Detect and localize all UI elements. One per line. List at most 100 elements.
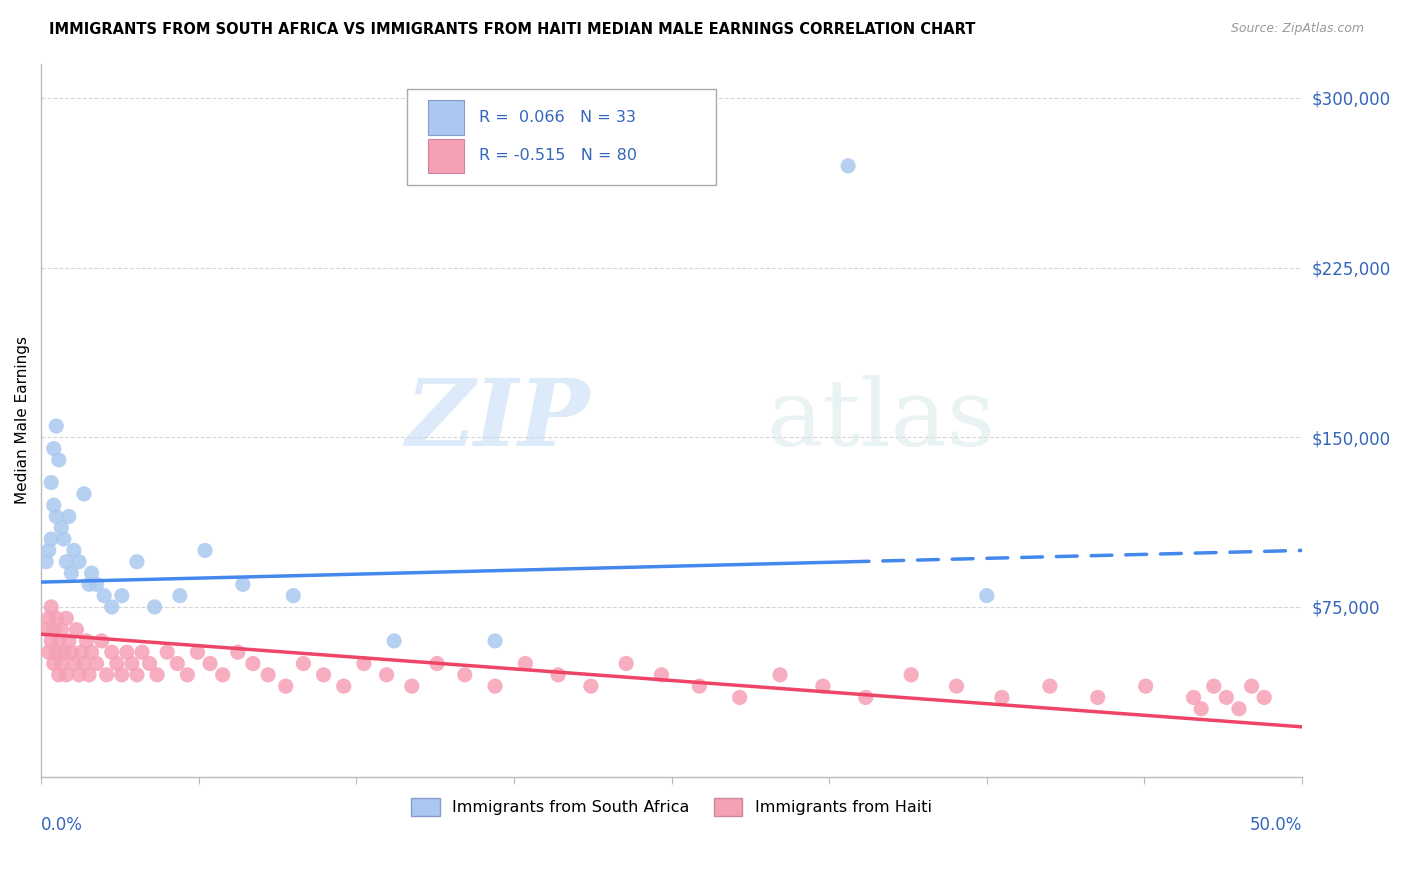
Point bbox=[855, 690, 877, 705]
Point bbox=[1253, 690, 1275, 705]
Point bbox=[547, 668, 569, 682]
Point bbox=[63, 543, 86, 558]
Point bbox=[48, 453, 70, 467]
Point bbox=[48, 668, 70, 682]
Text: Source: ZipAtlas.com: Source: ZipAtlas.com bbox=[1230, 22, 1364, 36]
Point bbox=[1039, 679, 1062, 693]
Point bbox=[52, 532, 75, 546]
Point bbox=[77, 668, 100, 682]
Point bbox=[60, 645, 83, 659]
Point bbox=[614, 657, 637, 671]
Point bbox=[45, 419, 67, 434]
Point bbox=[900, 668, 922, 682]
Point bbox=[55, 555, 77, 569]
Point bbox=[42, 623, 65, 637]
Point bbox=[52, 645, 75, 659]
Point bbox=[48, 633, 70, 648]
Point bbox=[39, 532, 62, 546]
Point bbox=[138, 657, 160, 671]
Point bbox=[65, 623, 87, 637]
Point bbox=[194, 543, 217, 558]
Point bbox=[39, 633, 62, 648]
Point bbox=[63, 657, 86, 671]
Point bbox=[579, 679, 602, 693]
Point bbox=[375, 668, 398, 682]
Point bbox=[125, 555, 148, 569]
Point bbox=[121, 657, 143, 671]
Point bbox=[67, 668, 90, 682]
Point bbox=[55, 611, 77, 625]
Point bbox=[1227, 702, 1250, 716]
Point bbox=[58, 633, 80, 648]
Point bbox=[401, 679, 423, 693]
Legend: Immigrants from South Africa, Immigrants from Haiti: Immigrants from South Africa, Immigrants… bbox=[405, 792, 939, 822]
Point bbox=[45, 611, 67, 625]
Point bbox=[811, 679, 834, 693]
Text: R =  0.066   N = 33: R = 0.066 N = 33 bbox=[478, 110, 636, 125]
Point bbox=[55, 668, 77, 682]
Point bbox=[38, 543, 60, 558]
Point bbox=[242, 657, 264, 671]
Point bbox=[728, 690, 751, 705]
Point bbox=[35, 623, 58, 637]
Point bbox=[42, 657, 65, 671]
Text: IMMIGRANTS FROM SOUTH AFRICA VS IMMIGRANTS FROM HAITI MEDIAN MALE EARNINGS CORRE: IMMIGRANTS FROM SOUTH AFRICA VS IMMIGRAN… bbox=[49, 22, 976, 37]
Point bbox=[650, 668, 672, 682]
Point bbox=[991, 690, 1014, 705]
Point bbox=[945, 679, 967, 693]
Point bbox=[353, 657, 375, 671]
Text: R = -0.515   N = 80: R = -0.515 N = 80 bbox=[478, 148, 637, 163]
Point bbox=[382, 633, 405, 648]
FancyBboxPatch shape bbox=[406, 89, 716, 186]
Point bbox=[39, 475, 62, 490]
Point bbox=[39, 599, 62, 614]
Point bbox=[1087, 690, 1109, 705]
Point bbox=[111, 589, 134, 603]
Point bbox=[45, 645, 67, 659]
Point bbox=[73, 487, 96, 501]
Point bbox=[146, 668, 169, 682]
Point bbox=[38, 611, 60, 625]
Point bbox=[1182, 690, 1205, 705]
Point bbox=[426, 657, 449, 671]
Point bbox=[93, 589, 115, 603]
Point bbox=[515, 657, 537, 671]
Point bbox=[169, 589, 191, 603]
Point bbox=[769, 668, 792, 682]
Point bbox=[292, 657, 315, 671]
FancyBboxPatch shape bbox=[429, 101, 464, 135]
Point bbox=[96, 668, 118, 682]
Point bbox=[454, 668, 477, 682]
Point bbox=[274, 679, 297, 693]
Point bbox=[51, 623, 73, 637]
Point bbox=[35, 555, 58, 569]
Point bbox=[198, 657, 221, 671]
Point bbox=[143, 599, 166, 614]
Point bbox=[90, 633, 112, 648]
Text: atlas: atlas bbox=[766, 376, 995, 466]
Point bbox=[42, 442, 65, 456]
Point bbox=[186, 645, 208, 659]
Point bbox=[58, 509, 80, 524]
Point bbox=[105, 657, 128, 671]
Point bbox=[86, 657, 108, 671]
Point bbox=[484, 679, 506, 693]
Text: ZIP: ZIP bbox=[405, 376, 589, 466]
Point bbox=[73, 657, 96, 671]
Point bbox=[38, 645, 60, 659]
Point bbox=[688, 679, 710, 693]
Point bbox=[1189, 702, 1212, 716]
Point bbox=[100, 645, 122, 659]
Point bbox=[51, 657, 73, 671]
Point bbox=[67, 555, 90, 569]
Point bbox=[1240, 679, 1263, 693]
Text: 50.0%: 50.0% bbox=[1250, 816, 1302, 834]
Point bbox=[1135, 679, 1157, 693]
Point bbox=[100, 599, 122, 614]
Point bbox=[70, 645, 93, 659]
Point bbox=[80, 566, 103, 580]
Point bbox=[211, 668, 233, 682]
Point bbox=[1215, 690, 1237, 705]
Point bbox=[332, 679, 354, 693]
Point bbox=[837, 159, 859, 173]
